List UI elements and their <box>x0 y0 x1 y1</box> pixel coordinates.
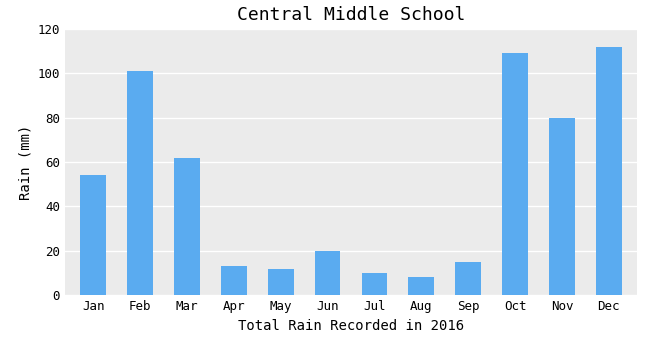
X-axis label: Total Rain Recorded in 2016: Total Rain Recorded in 2016 <box>238 319 464 333</box>
Title: Central Middle School: Central Middle School <box>237 6 465 24</box>
Bar <box>502 53 528 295</box>
Bar <box>174 158 200 295</box>
Bar <box>596 46 622 295</box>
Y-axis label: Rain (mm): Rain (mm) <box>18 124 32 200</box>
Bar <box>361 273 387 295</box>
Bar <box>221 266 247 295</box>
Bar <box>549 118 575 295</box>
Bar <box>315 251 341 295</box>
Bar <box>455 262 481 295</box>
Bar <box>268 269 294 295</box>
Bar <box>80 175 106 295</box>
Bar <box>408 278 434 295</box>
Bar <box>127 71 153 295</box>
